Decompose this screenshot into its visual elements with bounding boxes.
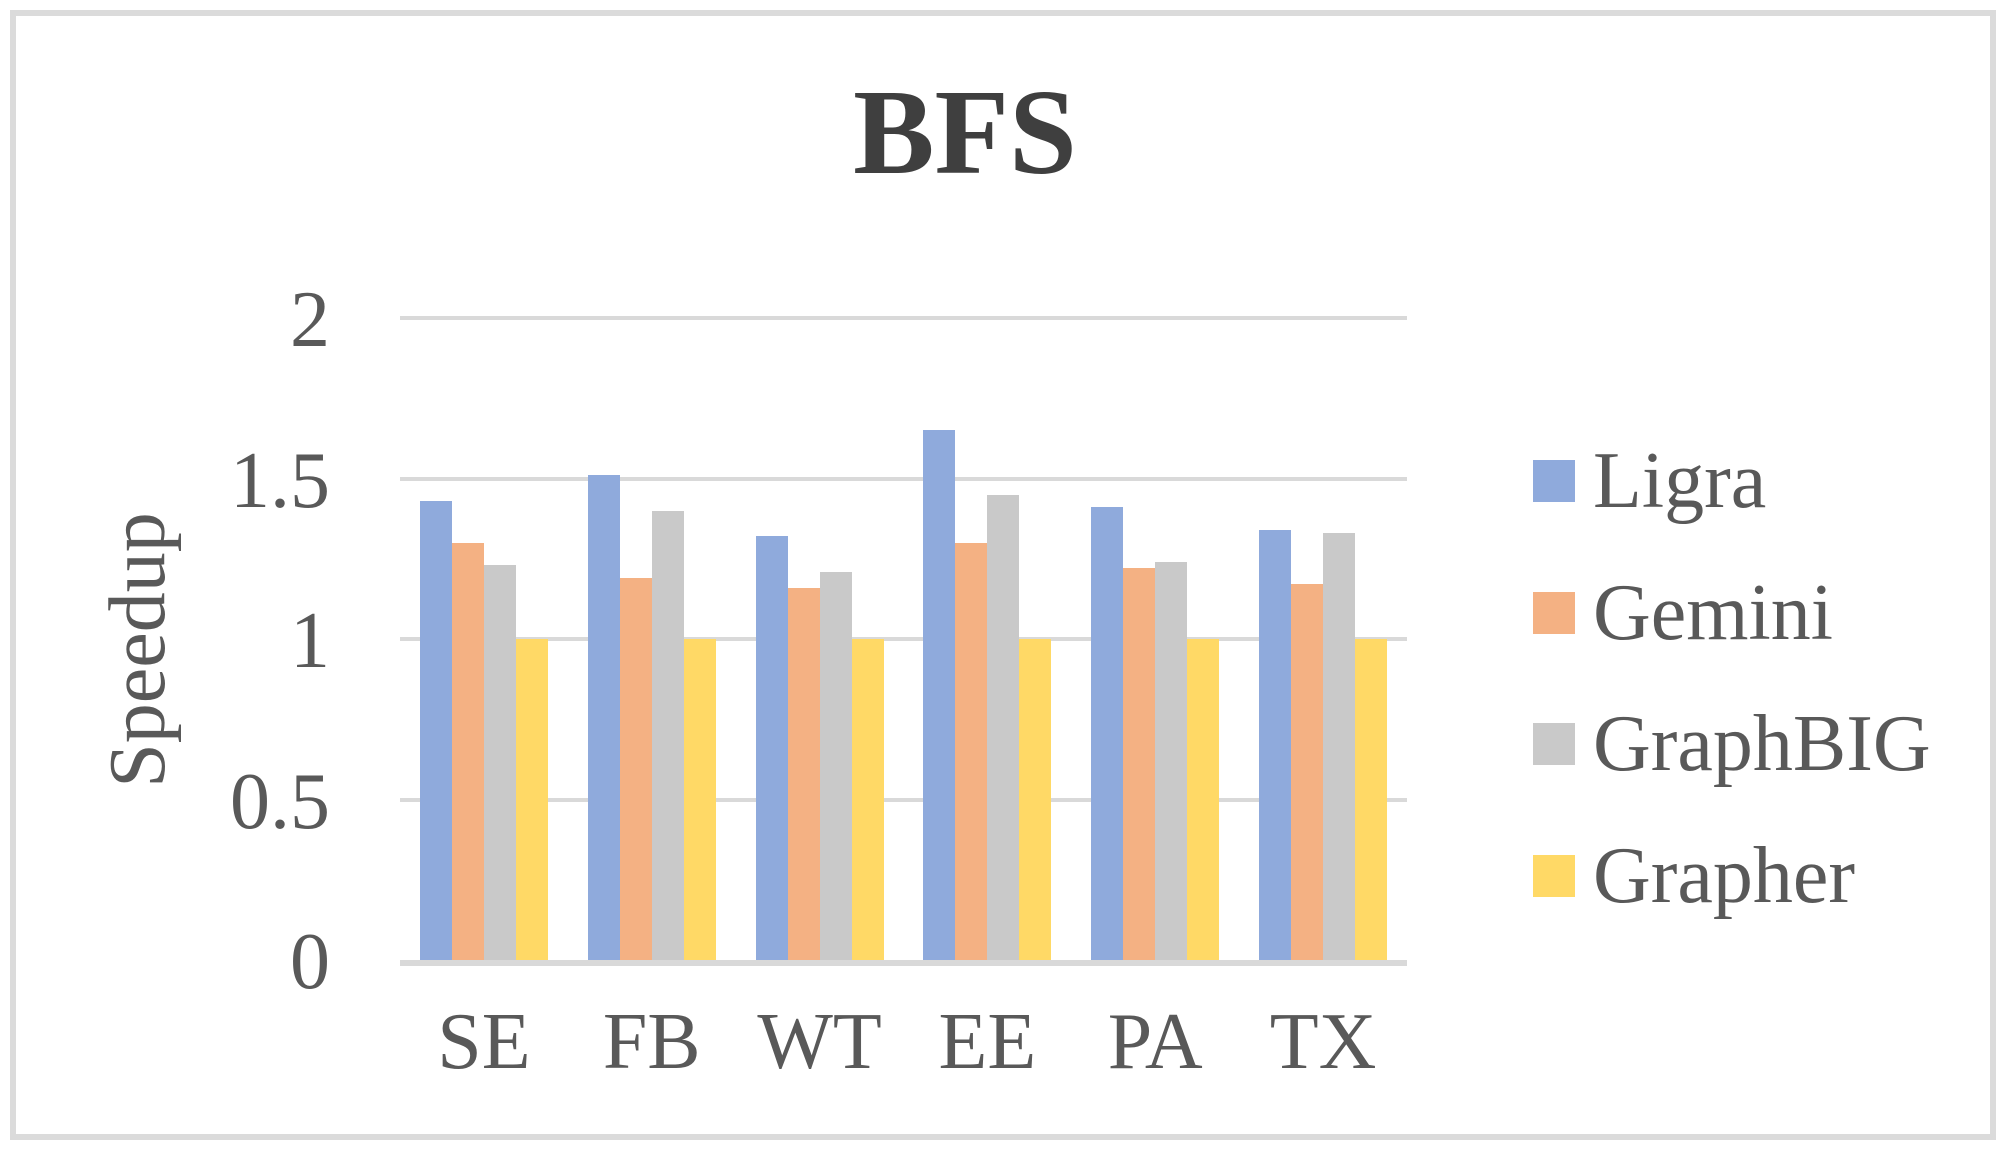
bar-grapher-ee [1019, 639, 1052, 960]
bar-grapher-tx [1355, 639, 1388, 960]
bar-ligra-wt [755, 536, 788, 960]
legend-label: GraphBIG [1593, 700, 1931, 788]
bar-graphbig-se [483, 565, 516, 960]
bar-gemini-pa [1123, 568, 1156, 960]
bar-ligra-pa [1091, 507, 1124, 960]
legend-label: Gemini [1593, 568, 1833, 657]
y-tick-label: 0.5 [230, 757, 330, 846]
bar-ligra-ee [923, 430, 956, 960]
bar-gemini-wt [787, 587, 820, 960]
bar-graphbig-fb [651, 510, 684, 960]
legend-label: Grapher [1593, 831, 1856, 920]
legend-swatch-ligra [1533, 460, 1575, 502]
y-tick-label: 1.5 [230, 436, 330, 525]
bar-ligra-fb [587, 475, 620, 960]
x-category-label: EE [938, 998, 1037, 1086]
bar-grapher-fb [683, 639, 716, 960]
legend-label: Ligra [1593, 437, 1767, 525]
bar-graphbig-ee [987, 494, 1020, 960]
legend-swatch-grapher [1533, 854, 1575, 897]
x-category-label: SE [437, 998, 531, 1086]
legend-item-grapher: Grapher [1533, 826, 1855, 926]
bar-gemini-fb [619, 578, 652, 960]
bar-graphbig-pa [1155, 561, 1188, 960]
x-category-label: TX [1269, 998, 1377, 1086]
chart-border-frame [10, 10, 1996, 1140]
bar-ligra-se [419, 500, 452, 960]
legend-swatch-graphbig [1533, 723, 1575, 765]
legend-item-graphbig: GraphBIG [1533, 694, 1931, 794]
y-tick-label: 2 [290, 276, 330, 364]
bar-grapher-pa [1187, 639, 1220, 960]
bar-ligra-tx [1259, 529, 1292, 960]
bar-graphbig-wt [819, 571, 852, 960]
legend-item-gemini: Gemini [1533, 563, 1833, 663]
bar-grapher-se [515, 639, 548, 960]
y-tick-label: 1 [290, 597, 330, 685]
x-category-label: WT [757, 998, 882, 1086]
y-tick-label: 0 [290, 918, 330, 1006]
bar-graphbig-tx [1323, 533, 1356, 960]
bar-grapher-wt [851, 639, 884, 960]
legend-item-ligra: Ligra [1533, 431, 1766, 531]
bar-gemini-ee [955, 542, 988, 960]
x-category-label: FB [602, 998, 701, 1086]
bar-gemini-tx [1291, 584, 1324, 960]
legend-swatch-gemini [1533, 591, 1575, 634]
x-category-label: PA [1107, 998, 1203, 1086]
bar-gemini-se [451, 542, 484, 960]
chart-title: BFS [853, 65, 1077, 200]
